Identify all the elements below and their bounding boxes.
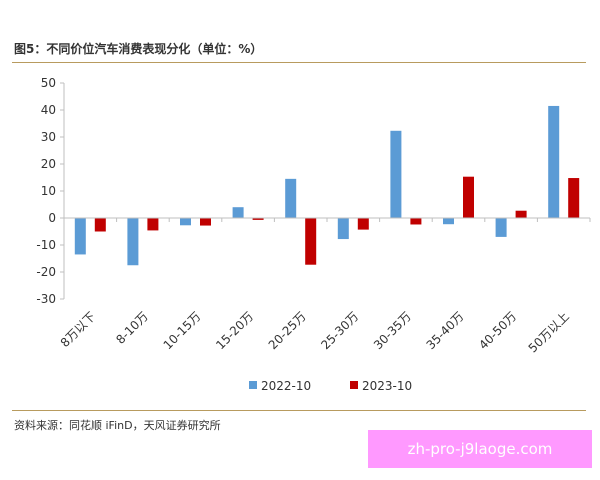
legend-label: 2023-10	[362, 379, 412, 393]
x-category-label: 8-10万	[113, 309, 151, 347]
y-tick-label: 50	[41, 76, 56, 90]
y-tick-label: 40	[41, 103, 56, 117]
bar-2022-10-30-35万	[390, 130, 402, 218]
x-category-label: 40-50万	[476, 309, 519, 352]
x-category-label: 10-15万	[161, 309, 204, 352]
bar-2022-10-10-15万	[180, 218, 191, 226]
y-axis: -30 -20 -10 0 10 20 30 40 50	[36, 76, 65, 306]
bar-2023-10-25-30万	[357, 218, 369, 230]
y-tick-label: -20	[36, 265, 56, 279]
source-divider	[12, 410, 586, 411]
x-category-label: 30-35万	[371, 309, 414, 352]
y-tick-label: -30	[36, 292, 56, 306]
x-category-label: 15-20万	[213, 309, 256, 352]
x-category-label: 35-40万	[424, 309, 467, 352]
bar-2022-10-25-30万	[337, 218, 349, 240]
bar-2023-10-35-40万	[463, 176, 474, 218]
bar-2022-10-35-40万	[443, 218, 454, 225]
watermark-badge: zh-pro-j9laoge.com	[368, 430, 592, 468]
bar-2023-10-8万以下	[94, 218, 106, 232]
y-tick-label: -10	[36, 238, 56, 252]
title-divider	[12, 62, 586, 63]
x-category-label: 25-30万	[318, 309, 361, 352]
bar-chart: -30 -20 -10 0 10 20 30 40 50 8万以下 8-10万 10-15万 15-2…	[36, 76, 591, 393]
bar-2023-10-10-15万	[200, 218, 211, 226]
bar-2023-10-40-50万	[515, 210, 527, 218]
legend-swatch	[350, 381, 358, 389]
legend-label: 2022-10	[261, 379, 311, 393]
x-category-label: 20-25万	[266, 309, 309, 352]
bar-2022-10-8万以下	[74, 218, 86, 255]
bar-2023-10-15-20万	[252, 218, 264, 220]
y-tick-label: 30	[41, 130, 56, 144]
bar-2023-10-20-25万	[305, 218, 317, 265]
legend-swatch	[249, 381, 257, 389]
source-note: 资料来源：同花顺 iFinD，天风证券研究所	[14, 419, 221, 432]
x-category-label: 50万以上	[526, 309, 572, 355]
bar-2023-10-30-35万	[410, 218, 422, 225]
bars	[74, 105, 580, 266]
legend: 2022-10 2023-10	[249, 379, 412, 393]
y-tick-label: 20	[41, 157, 56, 171]
bar-2022-10-50万以上	[548, 105, 560, 218]
figure-title: 图5：不同价位汽车消费表现分化（单位：%）	[14, 42, 263, 56]
bar-2022-10-20-25万	[285, 178, 297, 218]
bar-2022-10-15-20万	[232, 207, 244, 218]
bar-2023-10-8-10万	[147, 218, 159, 231]
y-tick-label: 10	[41, 184, 56, 198]
bar-2023-10-50万以上	[568, 178, 580, 218]
x-category-label: 8万以下	[58, 309, 99, 350]
bar-2022-10-40-50万	[495, 218, 507, 237]
y-tick-label: 0	[48, 211, 56, 225]
bar-2022-10-8-10万	[127, 218, 139, 266]
